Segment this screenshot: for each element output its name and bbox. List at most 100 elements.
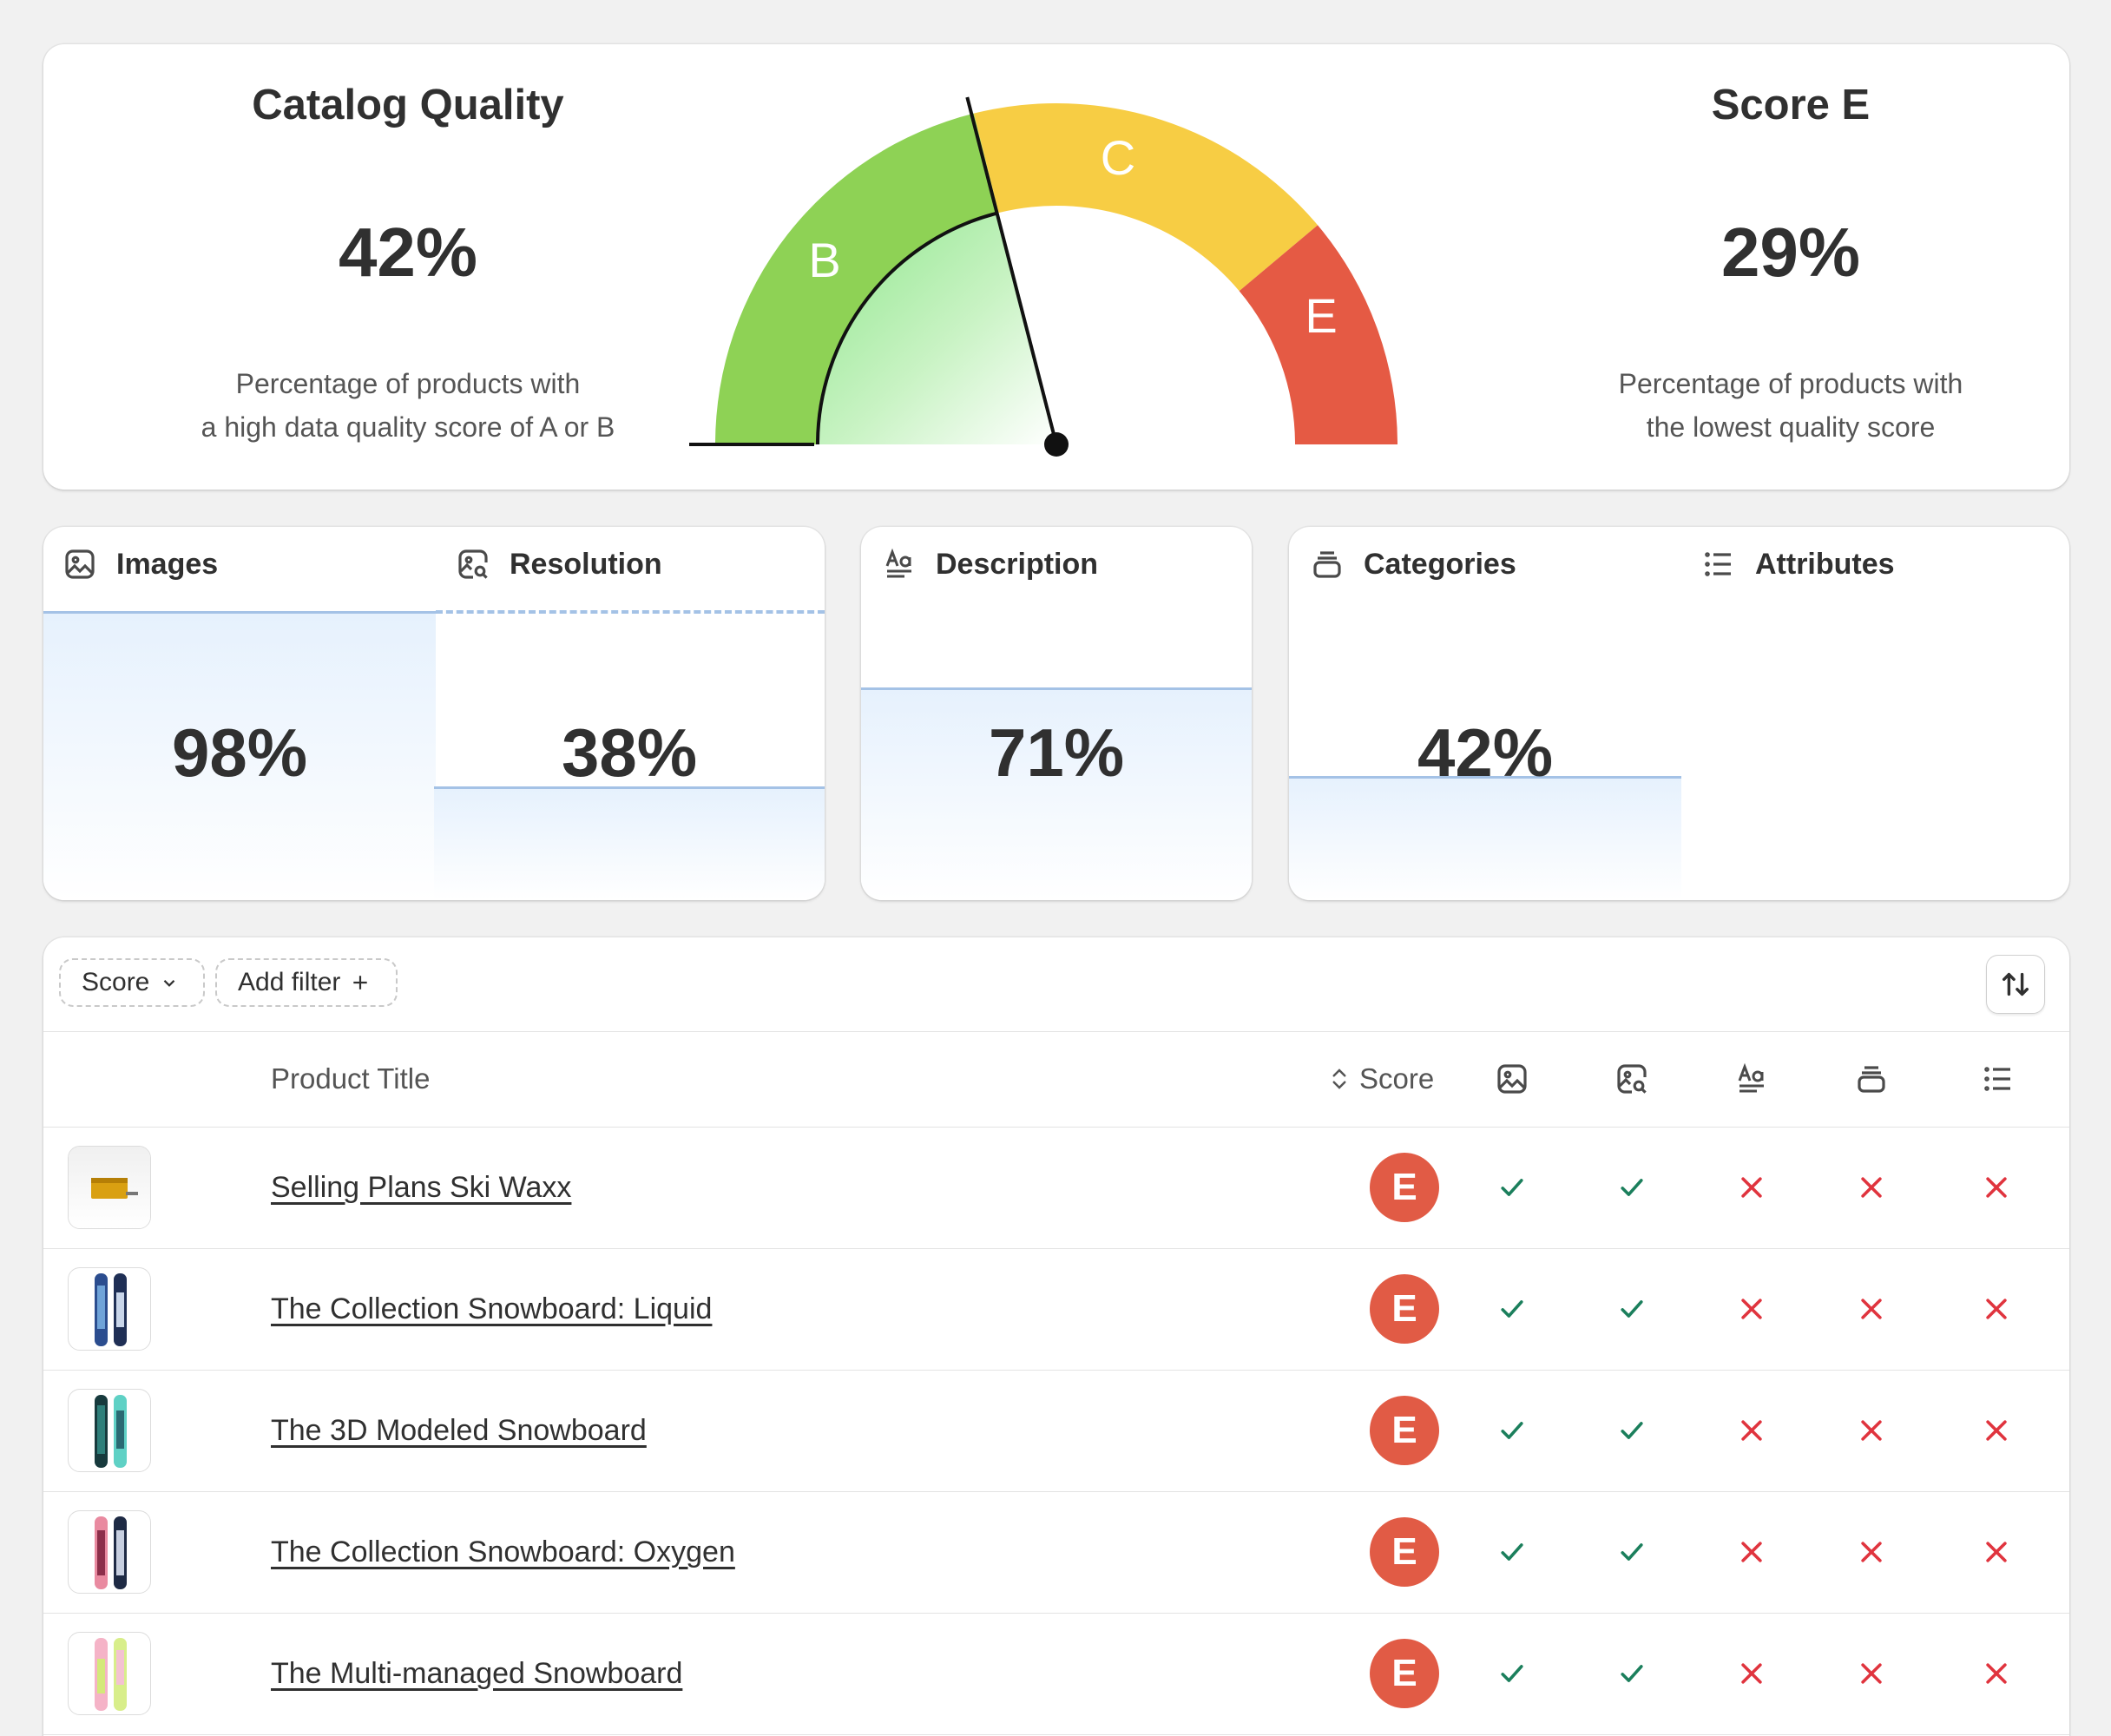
score-e-description: Percentage of products with the lowest q… — [1461, 362, 2069, 449]
column-attributes-icon[interactable] — [1981, 1062, 2016, 1096]
resolution-target-line — [436, 610, 825, 900]
gauge-needle-pivot — [1044, 432, 1069, 457]
filter-bar: Score Add filter — [43, 937, 2069, 1032]
list-icon — [1701, 547, 1736, 582]
add-filter-button[interactable]: Add filter — [215, 958, 398, 1007]
image-search-icon — [456, 547, 490, 582]
check-icon — [1496, 1293, 1528, 1325]
column-images-icon[interactable] — [1495, 1062, 1529, 1096]
column-categories-icon[interactable] — [1854, 1062, 1889, 1096]
gauge-segment-c — [973, 103, 1319, 292]
catalog-quality-desc-line1: Percentage of products with — [235, 368, 581, 399]
check-icon — [1616, 1415, 1647, 1446]
table-row[interactable]: The Collection Snowboard: Liquid E — [43, 1248, 2069, 1371]
product-thumbnail[interactable] — [68, 1267, 151, 1351]
column-product-title[interactable]: Product Title — [271, 1062, 431, 1095]
chevron-down-icon — [160, 973, 179, 992]
score-e-title: Score E — [1711, 82, 1871, 128]
table-row[interactable]: The 3D Modeled Snowboard E — [43, 1370, 2069, 1492]
catalog-quality-card: Catalog Quality 42% Percentage of produc… — [43, 44, 2069, 490]
table-row[interactable]: Selling Plans Ski Waxx E — [43, 1127, 2069, 1249]
product-thumbnail[interactable] — [68, 1510, 151, 1594]
resolution-metric-label: Resolution — [510, 547, 662, 581]
score-e-value: 29% — [1720, 214, 1861, 291]
cross-icon — [1736, 1293, 1767, 1325]
gauge-progress-fill — [818, 213, 1056, 444]
resolution-metric-header: Resolution — [456, 527, 662, 602]
check-icon — [1496, 1536, 1528, 1568]
catalog-quality-title: Catalog Quality — [252, 82, 564, 128]
check-icon — [1496, 1172, 1528, 1203]
product-title-link[interactable]: The Multi-managed Snowboard — [271, 1657, 683, 1690]
check-icon — [1496, 1415, 1528, 1446]
gauge-label-b: B — [808, 233, 840, 287]
column-resolution-icon[interactable] — [1614, 1062, 1649, 1096]
categories-stack-icon — [1310, 547, 1345, 582]
column-score[interactable]: Score — [1328, 1031, 1434, 1127]
plus-icon — [351, 973, 370, 992]
description-metric-label: Description — [936, 547, 1099, 581]
score-badge: E — [1370, 1517, 1439, 1587]
description-metric-header: Description — [882, 527, 1098, 602]
categories-attributes-card: Categories Attributes 42% — [1289, 527, 2069, 900]
add-filter-label: Add filter — [238, 968, 341, 996]
check-icon — [1616, 1536, 1647, 1568]
image-icon — [62, 547, 97, 582]
table-header: Product Title Score — [43, 1031, 2069, 1128]
product-thumbnail[interactable] — [68, 1146, 151, 1229]
cross-icon — [1736, 1172, 1767, 1203]
cross-icon — [1981, 1293, 2012, 1325]
images-metric-label: Images — [116, 547, 219, 581]
column-score-label: Score — [1359, 1062, 1435, 1095]
score-badge: E — [1370, 1396, 1439, 1465]
product-thumbnail[interactable] — [68, 1632, 151, 1715]
catalog-quality-summary: Catalog Quality 42% Percentage of produc… — [78, 44, 738, 449]
product-title-link[interactable]: The Collection Snowboard: Liquid — [271, 1292, 713, 1325]
table-row[interactable]: The Collection Snowboard: Oxygen E — [43, 1491, 2069, 1614]
quality-gauge: B C E — [689, 96, 1397, 457]
cross-icon — [1856, 1415, 1887, 1446]
resolution-level-fill — [434, 786, 825, 900]
gauge-label-e: E — [1305, 288, 1337, 343]
sort-chevrons-icon — [1328, 1066, 1351, 1092]
cross-icon — [1981, 1536, 2012, 1568]
catalog-quality-value: 42% — [338, 214, 478, 291]
product-title-link[interactable]: Selling Plans Ski Waxx — [271, 1171, 572, 1204]
attributes-metric-header: Attributes — [1701, 527, 1895, 602]
gauge-needle — [965, 96, 1058, 445]
score-e-desc-line1: Percentage of products with — [1618, 368, 1963, 399]
score-e-summary: Score E 29% Percentage of products with … — [1461, 44, 2069, 449]
images-resolution-card: Images Resolution 98% 38% — [43, 527, 825, 900]
table-row[interactable]: The Multi-managed Snowboard E — [43, 1613, 2069, 1735]
gauge-segment-b — [715, 113, 999, 445]
score-filter-chip[interactable]: Score — [59, 958, 205, 1007]
images-metric-header: Images — [62, 527, 218, 602]
check-icon — [1616, 1172, 1647, 1203]
categories-metric-header: Categories — [1310, 527, 1516, 602]
cross-icon — [1856, 1536, 1887, 1568]
catalog-quality-description: Percentage of products with a high data … — [78, 362, 738, 449]
cross-icon — [1981, 1415, 2012, 1446]
resolution-metric-value: 38% — [561, 714, 698, 791]
column-description-icon[interactable] — [1734, 1062, 1769, 1096]
gauge-label-c: C — [1101, 130, 1135, 185]
categories-metric-value: 42% — [1417, 714, 1554, 791]
check-icon — [1616, 1658, 1647, 1689]
catalog-quality-desc-line2: a high data quality score of A or B — [201, 411, 615, 443]
images-level-fill — [43, 611, 436, 900]
categories-metric-label: Categories — [1364, 547, 1516, 581]
products-table-card: Score Add filter Product Title Score — [43, 937, 2069, 1736]
cross-icon — [1981, 1172, 2012, 1203]
product-title-link[interactable]: The Collection Snowboard: Oxygen — [271, 1535, 735, 1568]
sort-button[interactable] — [1986, 955, 2045, 1014]
description-card: Description 71% — [861, 527, 1252, 900]
text-format-icon — [882, 547, 917, 582]
product-thumbnail[interactable] — [68, 1389, 151, 1472]
check-icon — [1496, 1658, 1528, 1689]
attributes-metric-label: Attributes — [1755, 547, 1895, 581]
score-badge: E — [1370, 1153, 1439, 1222]
cross-icon — [1856, 1293, 1887, 1325]
score-e-desc-line2: the lowest quality score — [1646, 411, 1936, 443]
product-title-link[interactable]: The 3D Modeled Snowboard — [271, 1414, 647, 1447]
check-icon — [1616, 1293, 1647, 1325]
